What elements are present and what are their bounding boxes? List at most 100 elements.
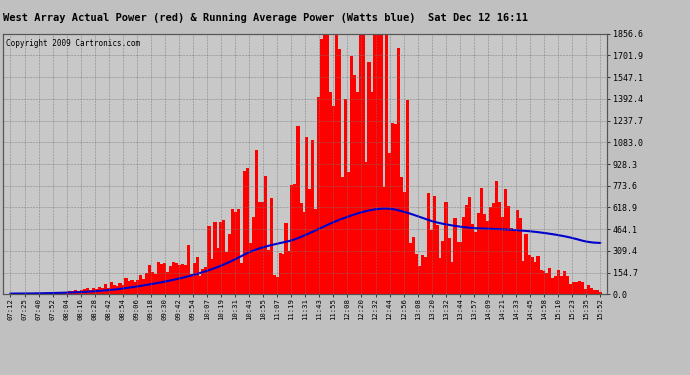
Bar xyxy=(110,282,113,294)
Bar xyxy=(299,203,302,294)
Bar xyxy=(213,222,217,294)
Bar xyxy=(417,266,421,294)
Bar xyxy=(545,273,549,294)
Bar xyxy=(554,276,558,294)
Bar xyxy=(187,245,190,294)
Bar xyxy=(48,293,50,294)
Bar xyxy=(23,293,27,294)
Bar xyxy=(527,255,531,294)
Bar xyxy=(569,284,572,294)
Bar xyxy=(359,34,362,294)
Bar xyxy=(71,291,75,294)
Bar xyxy=(593,290,596,294)
Bar xyxy=(193,263,196,294)
Bar xyxy=(477,213,480,294)
Bar xyxy=(231,209,235,294)
Bar xyxy=(586,285,590,294)
Bar xyxy=(391,123,395,294)
Bar xyxy=(128,281,130,294)
Bar xyxy=(572,282,575,294)
Bar xyxy=(237,209,240,294)
Bar xyxy=(323,34,326,294)
Bar xyxy=(35,293,39,294)
Bar xyxy=(542,272,546,294)
Bar xyxy=(284,223,288,294)
Bar xyxy=(394,124,397,294)
Bar xyxy=(225,252,228,294)
Bar xyxy=(57,292,59,294)
Bar xyxy=(302,212,306,294)
Bar xyxy=(130,280,134,294)
Bar xyxy=(107,288,110,294)
Bar xyxy=(273,275,276,294)
Bar xyxy=(442,241,445,294)
Bar xyxy=(136,280,139,294)
Bar xyxy=(290,185,294,294)
Bar xyxy=(246,168,249,294)
Bar xyxy=(536,256,540,294)
Bar xyxy=(249,243,252,294)
Bar xyxy=(288,251,290,294)
Bar xyxy=(533,262,537,294)
Bar xyxy=(264,176,267,294)
Bar xyxy=(495,181,498,294)
Bar xyxy=(311,140,315,294)
Bar xyxy=(563,272,566,294)
Bar xyxy=(157,262,160,294)
Bar xyxy=(172,262,175,294)
Bar xyxy=(590,288,593,294)
Bar xyxy=(453,217,457,294)
Bar xyxy=(62,292,66,294)
Bar xyxy=(513,231,516,294)
Bar xyxy=(86,288,89,294)
Bar xyxy=(462,217,466,294)
Bar xyxy=(89,290,92,294)
Bar xyxy=(506,206,510,294)
Bar xyxy=(341,177,344,294)
Bar xyxy=(163,263,166,294)
Bar xyxy=(329,92,332,294)
Bar xyxy=(373,34,377,294)
Bar xyxy=(208,226,210,294)
Bar xyxy=(210,260,214,294)
Bar xyxy=(362,34,365,294)
Bar xyxy=(566,276,569,294)
Bar xyxy=(151,272,155,294)
Text: Copyright 2009 Cartronics.com: Copyright 2009 Cartronics.com xyxy=(6,39,139,48)
Bar xyxy=(400,177,403,294)
Bar xyxy=(403,192,406,294)
Bar xyxy=(350,57,353,294)
Bar xyxy=(444,202,448,294)
Bar xyxy=(104,284,107,294)
Bar xyxy=(148,265,151,294)
Bar xyxy=(50,292,54,294)
Bar xyxy=(548,268,551,294)
Bar xyxy=(30,293,33,294)
Bar xyxy=(433,196,436,294)
Bar xyxy=(314,209,317,294)
Bar xyxy=(293,184,297,294)
Bar xyxy=(133,282,137,294)
Bar xyxy=(83,289,86,294)
Bar xyxy=(412,237,415,294)
Bar xyxy=(364,162,368,294)
Bar xyxy=(184,265,187,294)
Bar xyxy=(504,189,507,294)
Bar xyxy=(145,273,148,294)
Bar xyxy=(424,257,427,294)
Bar xyxy=(252,216,255,294)
Bar xyxy=(124,278,128,294)
Bar xyxy=(430,230,433,294)
Bar xyxy=(497,202,501,294)
Bar xyxy=(397,48,400,294)
Bar xyxy=(460,242,462,294)
Bar xyxy=(101,288,104,294)
Bar xyxy=(92,288,95,294)
Bar xyxy=(435,225,439,294)
Bar xyxy=(190,274,193,294)
Bar xyxy=(305,137,308,294)
Bar xyxy=(266,250,270,294)
Bar xyxy=(524,234,528,294)
Bar xyxy=(199,276,201,294)
Bar xyxy=(353,75,356,294)
